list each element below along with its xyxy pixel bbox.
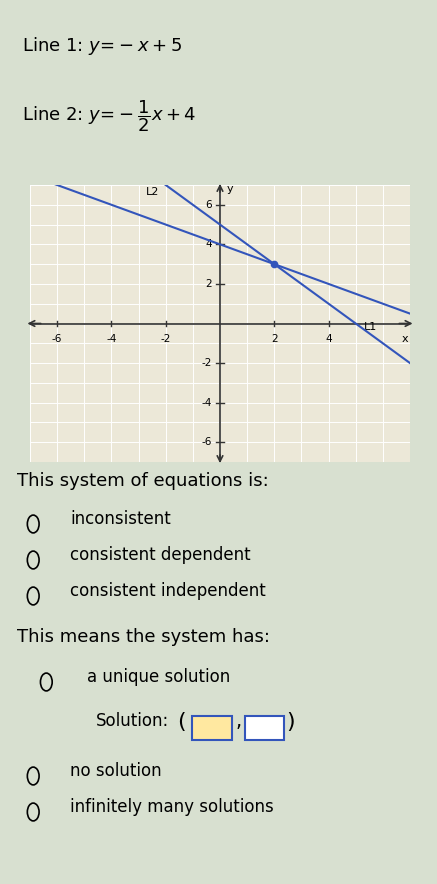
Text: -4: -4 bbox=[201, 398, 212, 408]
Text: 4: 4 bbox=[325, 334, 332, 345]
Text: -6: -6 bbox=[52, 334, 62, 345]
Text: y: y bbox=[227, 184, 233, 194]
Text: This means the system has:: This means the system has: bbox=[17, 628, 271, 646]
Text: a unique solution: a unique solution bbox=[87, 668, 231, 686]
Text: L2: L2 bbox=[146, 187, 159, 197]
Text: ): ) bbox=[286, 712, 295, 732]
Text: ,: , bbox=[235, 712, 241, 731]
Text: consistent dependent: consistent dependent bbox=[70, 546, 250, 564]
Text: This system of equations is:: This system of equations is: bbox=[17, 472, 269, 490]
Text: (: ( bbox=[177, 712, 186, 732]
Text: consistent independent: consistent independent bbox=[70, 582, 266, 600]
Text: -4: -4 bbox=[106, 334, 117, 345]
Text: no solution: no solution bbox=[70, 762, 162, 780]
Text: infinitely many solutions: infinitely many solutions bbox=[70, 798, 274, 816]
Text: 2: 2 bbox=[271, 334, 277, 345]
Text: 6: 6 bbox=[205, 200, 212, 210]
Text: 2: 2 bbox=[205, 279, 212, 289]
Text: -6: -6 bbox=[201, 438, 212, 447]
Text: Line 2: $y\!=\!-\dfrac{1}{2}x+4$: Line 2: $y\!=\!-\dfrac{1}{2}x+4$ bbox=[22, 98, 196, 133]
Text: -2: -2 bbox=[201, 358, 212, 368]
Text: Line 1: $y\!=\!-x+5$: Line 1: $y\!=\!-x+5$ bbox=[22, 35, 182, 57]
Text: Solution:: Solution: bbox=[96, 712, 170, 730]
Text: inconsistent: inconsistent bbox=[70, 510, 171, 528]
Text: 4: 4 bbox=[205, 240, 212, 249]
Text: -2: -2 bbox=[160, 334, 171, 345]
Text: L1: L1 bbox=[364, 323, 377, 332]
Text: x: x bbox=[401, 334, 408, 345]
